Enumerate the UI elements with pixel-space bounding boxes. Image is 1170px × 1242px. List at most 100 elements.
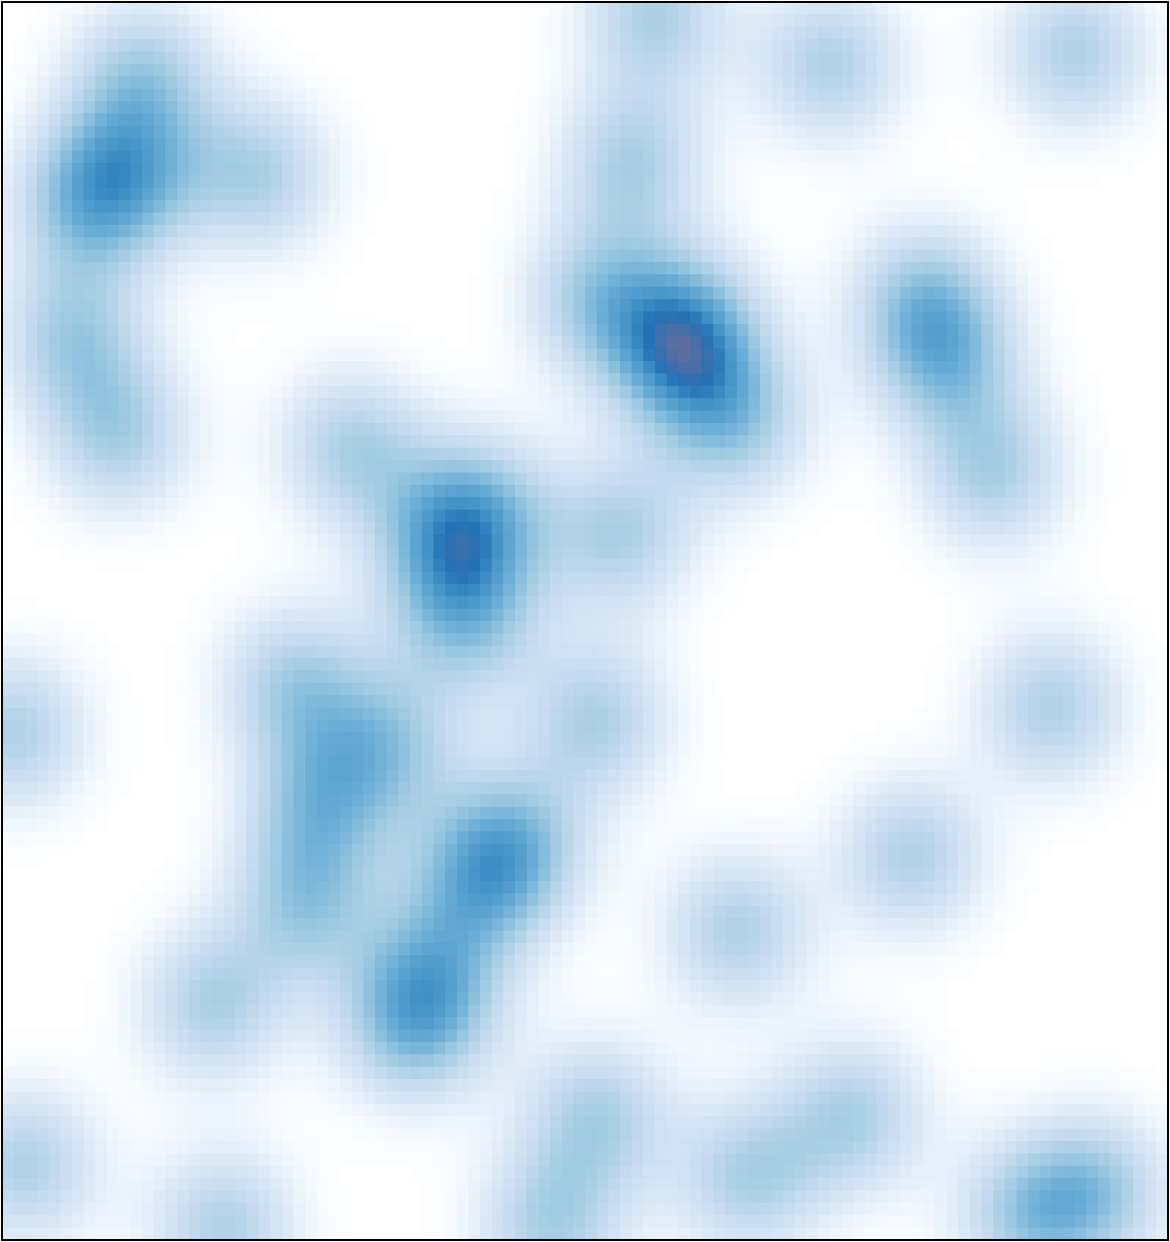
density-cell <box>1098 682 1111 696</box>
density-cell <box>934 546 947 560</box>
density-cell <box>503 435 516 449</box>
density-cell <box>293 286 306 300</box>
density-cell <box>456 658 469 671</box>
density-cell <box>176 422 189 436</box>
density-cell <box>934 150 947 164</box>
density-cell <box>561 682 574 696</box>
density-cell <box>293 336 306 350</box>
density-cell <box>818 101 831 114</box>
density-cell <box>608 113 621 127</box>
density-cell <box>736 63 749 77</box>
density-cell <box>410 645 423 659</box>
density-cell <box>1109 608 1122 622</box>
density-cell <box>200 682 213 696</box>
density-cell <box>141 237 154 250</box>
density-cell <box>619 237 633 250</box>
density-cell <box>771 323 784 337</box>
density-cell <box>771 385 784 399</box>
density-cell <box>456 361 469 374</box>
density-cell <box>701 447 714 461</box>
density-cell <box>211 385 224 399</box>
density-cell <box>550 410 563 424</box>
density-cell <box>1086 113 1099 127</box>
density-cell <box>981 249 994 263</box>
density-cell <box>200 583 213 597</box>
density-cell <box>526 521 539 535</box>
density-cell <box>934 707 947 721</box>
density-cell <box>724 175 737 189</box>
density-cell <box>1156 26 1169 40</box>
density-cell <box>923 484 936 498</box>
density-cell <box>864 410 877 424</box>
density-cell <box>491 311 504 325</box>
density-cell <box>701 546 714 560</box>
density-cell <box>188 707 201 721</box>
density-cell <box>1016 361 1029 374</box>
density-cell <box>911 224 924 238</box>
density-cell <box>36 410 50 424</box>
density-cell <box>619 410 633 424</box>
density-cell <box>654 113 668 127</box>
density-cell <box>491 348 504 362</box>
density-cell <box>363 732 376 746</box>
density-cell <box>596 212 609 226</box>
density-cell <box>806 113 819 127</box>
density-cell <box>433 546 446 560</box>
density-cell <box>631 460 644 473</box>
density-cell <box>1144 101 1157 114</box>
density-cell <box>876 435 889 449</box>
density-cell <box>946 435 959 449</box>
density-cell <box>911 26 924 40</box>
density-cell <box>993 509 1006 523</box>
density-cell <box>456 695 469 709</box>
density-cell <box>1133 670 1146 684</box>
density-cell <box>759 534 772 548</box>
density-cell <box>888 162 901 176</box>
density-cell <box>1156 658 1169 671</box>
density-cell <box>48 113 61 127</box>
density-cell <box>246 286 259 300</box>
density-cell <box>841 113 854 127</box>
density-cell <box>1016 596 1029 610</box>
density-cell <box>1004 633 1017 647</box>
density-cell <box>596 497 609 510</box>
density-cell <box>1039 2 1052 15</box>
density-cell <box>1121 125 1134 139</box>
density-cell <box>305 63 318 77</box>
density-cell <box>759 76 772 90</box>
density-cell <box>818 26 831 40</box>
density-cell <box>328 509 341 523</box>
density-cell <box>1074 113 1087 127</box>
density-cell <box>421 373 434 387</box>
density-cell <box>759 39 772 52</box>
density-cell <box>1051 125 1064 139</box>
density-cell <box>643 26 656 40</box>
density-cell <box>363 472 376 486</box>
density-cell <box>258 237 271 250</box>
density-cell <box>585 101 598 114</box>
density-cell <box>141 113 154 127</box>
density-cell <box>888 200 901 213</box>
density-cell <box>83 422 96 436</box>
density-cell <box>375 447 388 461</box>
density-cell <box>258 101 271 114</box>
density-cell <box>619 435 633 449</box>
density-cell <box>1156 682 1169 696</box>
density-cell <box>1004 224 1017 238</box>
density-cell <box>958 621 971 634</box>
density-cell <box>13 695 26 709</box>
density-cell <box>969 138 982 151</box>
density-cell <box>561 323 574 337</box>
density-cell <box>596 422 609 436</box>
density-cell <box>794 274 807 288</box>
density-cell <box>328 311 341 325</box>
density-cell <box>666 76 679 90</box>
density-cell <box>701 323 714 337</box>
density-cell <box>316 707 329 721</box>
density-cell <box>619 88 633 102</box>
density-cell <box>141 323 154 337</box>
density-cell <box>141 212 154 226</box>
density-cell <box>281 608 294 622</box>
density-cell <box>1144 670 1157 684</box>
density-cell <box>550 373 563 387</box>
